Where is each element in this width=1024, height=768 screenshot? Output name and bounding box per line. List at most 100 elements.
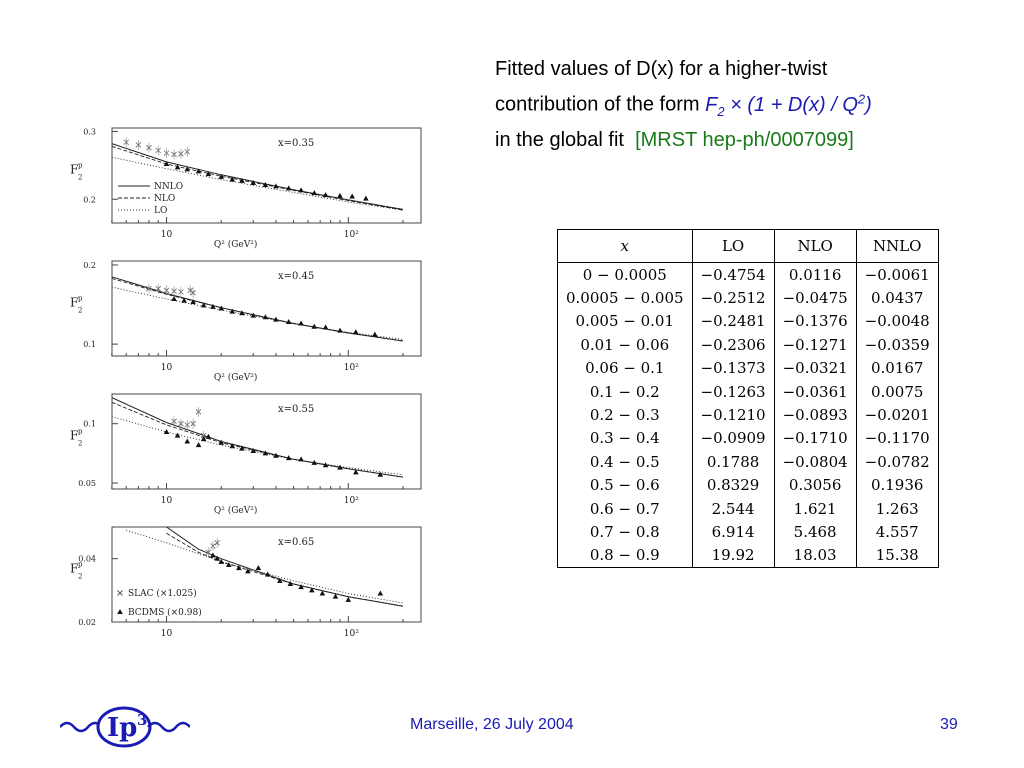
table-cell: 0.8329 bbox=[691, 473, 775, 497]
slac-point bbox=[135, 139, 142, 150]
bcdms-point bbox=[322, 192, 329, 198]
slac-point bbox=[178, 286, 184, 297]
y-axis-label-sup: p bbox=[78, 162, 83, 170]
x-axis-label: Q² (GeV²) bbox=[214, 372, 258, 383]
table-cell: −0.0804 bbox=[773, 450, 857, 474]
bcdms-point bbox=[298, 320, 304, 326]
table-cell: −0.0361 bbox=[773, 379, 857, 404]
bcdms-point bbox=[214, 555, 220, 561]
y-axis-label: F bbox=[70, 163, 78, 177]
bcdms-point bbox=[181, 297, 187, 303]
bcdms-point bbox=[184, 438, 191, 444]
bcdms-point bbox=[319, 590, 326, 596]
bcdms-point bbox=[298, 456, 304, 462]
bcdms-point bbox=[345, 596, 352, 602]
table-cell: 0.3056 bbox=[773, 473, 857, 497]
table-cell: 0.3 − 0.4 bbox=[557, 426, 693, 451]
legend-label: BCDMS (×0.98) bbox=[128, 607, 202, 618]
table-cell: −0.2306 bbox=[691, 333, 775, 357]
bcdms-point bbox=[218, 439, 225, 445]
table-cell: 0.0116 bbox=[773, 262, 857, 287]
legend-label: NNLO bbox=[154, 182, 183, 192]
slac-point bbox=[171, 286, 177, 297]
bcdms-point bbox=[264, 571, 271, 577]
table-row: 0.6 − 0.7 2.544 1.621 1.263 bbox=[557, 496, 939, 521]
table-cell: 4.557 bbox=[855, 520, 939, 544]
formula-mid: × (1 + D(x) / Q bbox=[724, 93, 858, 116]
table-cell: 0.0005 − 0.005 bbox=[557, 286, 693, 310]
bcdms-point bbox=[273, 316, 279, 322]
table-cell: −0.1376 bbox=[773, 309, 857, 334]
curves-group bbox=[112, 276, 404, 342]
curves-group bbox=[112, 397, 404, 478]
slac-point bbox=[163, 148, 170, 159]
x-tick-label: 10² bbox=[344, 230, 359, 240]
legend-label: LO bbox=[154, 206, 167, 216]
table-cell: 0.5 − 0.6 bbox=[557, 473, 693, 497]
y-axis-label: F bbox=[70, 562, 78, 576]
bcdms-point bbox=[205, 171, 212, 177]
logo-wave-left bbox=[60, 721, 103, 733]
x-tick-label: 10 bbox=[161, 496, 173, 506]
table-cell: 0 − 0.0005 bbox=[557, 262, 693, 287]
bcdms-point bbox=[218, 558, 225, 564]
bcdms-point bbox=[245, 568, 251, 574]
bcdms-point bbox=[363, 195, 369, 201]
table-cell: 6.914 bbox=[691, 520, 775, 544]
table-cell: −0.0048 bbox=[855, 309, 939, 334]
bcdms-point bbox=[229, 443, 236, 449]
curves-group bbox=[126, 527, 404, 607]
bcdms-point bbox=[309, 587, 315, 593]
table-cell: 0.4 − 0.5 bbox=[557, 450, 693, 474]
table-row: 0.4 − 0.5 0.1788 −0.0804 −0.0782 bbox=[557, 450, 939, 474]
x-axis-label: Q² (GeV²) bbox=[214, 505, 258, 516]
bcdms-point bbox=[250, 448, 257, 453]
slac-point bbox=[190, 287, 196, 298]
legend-bcdms-marker bbox=[117, 609, 123, 614]
bcdms-point bbox=[184, 166, 191, 172]
table-cell: −0.1263 bbox=[691, 379, 775, 404]
bcdms-point bbox=[287, 581, 294, 586]
table-cell: −0.0782 bbox=[855, 450, 939, 474]
table-cell: 0.7 − 0.8 bbox=[557, 520, 693, 544]
bcdms-point bbox=[322, 324, 329, 330]
bcdms-point bbox=[262, 450, 269, 456]
table-header-row: x LO NLO NNLO bbox=[557, 229, 939, 263]
table-cell: 0.8 − 0.9 bbox=[557, 543, 693, 569]
slac-point bbox=[195, 406, 202, 417]
title-line-3-text: in the global fit bbox=[495, 128, 630, 151]
bcdms-point bbox=[218, 305, 225, 311]
bcdms-point bbox=[273, 452, 279, 458]
curve-nnlo bbox=[112, 143, 404, 210]
page-number: 39 bbox=[940, 716, 958, 733]
table-cell: 1.263 bbox=[855, 496, 939, 521]
table-cell: 0.6 − 0.7 bbox=[557, 496, 693, 521]
reference-link[interactable]: [MRST hep-ph/0007099] bbox=[635, 128, 854, 151]
panel-frame bbox=[111, 260, 422, 357]
table-cell: 0.0075 bbox=[855, 379, 939, 404]
curve-nlo bbox=[112, 401, 404, 478]
table-row: 0.7 − 0.8 6.914 5.468 4.557 bbox=[557, 520, 939, 544]
bcdms-point bbox=[262, 314, 269, 320]
f2-panel-2: 0.2 0.1 10 10² Q² (GeV²) F p 2 x=0.45 bbox=[70, 260, 422, 383]
table-row: 0.2 − 0.3 −0.1210 −0.0893 −0.0201 bbox=[557, 403, 939, 427]
y-tick-label: 0.02 bbox=[78, 618, 96, 627]
bcdms-point bbox=[239, 310, 245, 316]
bcdms-point bbox=[377, 471, 384, 477]
bcdms-point bbox=[285, 185, 292, 191]
table-cell: −0.0359 bbox=[855, 333, 939, 357]
table-cell: −0.1210 bbox=[691, 403, 775, 427]
bcdms-point bbox=[200, 302, 207, 308]
bcdms-point bbox=[322, 462, 329, 468]
y-tick-label: 0.1 bbox=[83, 420, 96, 429]
panel-frame bbox=[111, 393, 422, 490]
table-cell: −0.4754 bbox=[691, 262, 775, 287]
x-tick-label: 10 bbox=[161, 363, 173, 373]
panel-label: x=0.45 bbox=[278, 271, 314, 282]
slac-point bbox=[171, 416, 177, 427]
bcdms-point bbox=[250, 179, 257, 185]
table-row: 0.0005 − 0.005 −0.2512 −0.0475 0.0437 bbox=[557, 286, 939, 310]
bcdms-point bbox=[277, 577, 283, 583]
x-tick-label: 10 bbox=[161, 629, 173, 638]
